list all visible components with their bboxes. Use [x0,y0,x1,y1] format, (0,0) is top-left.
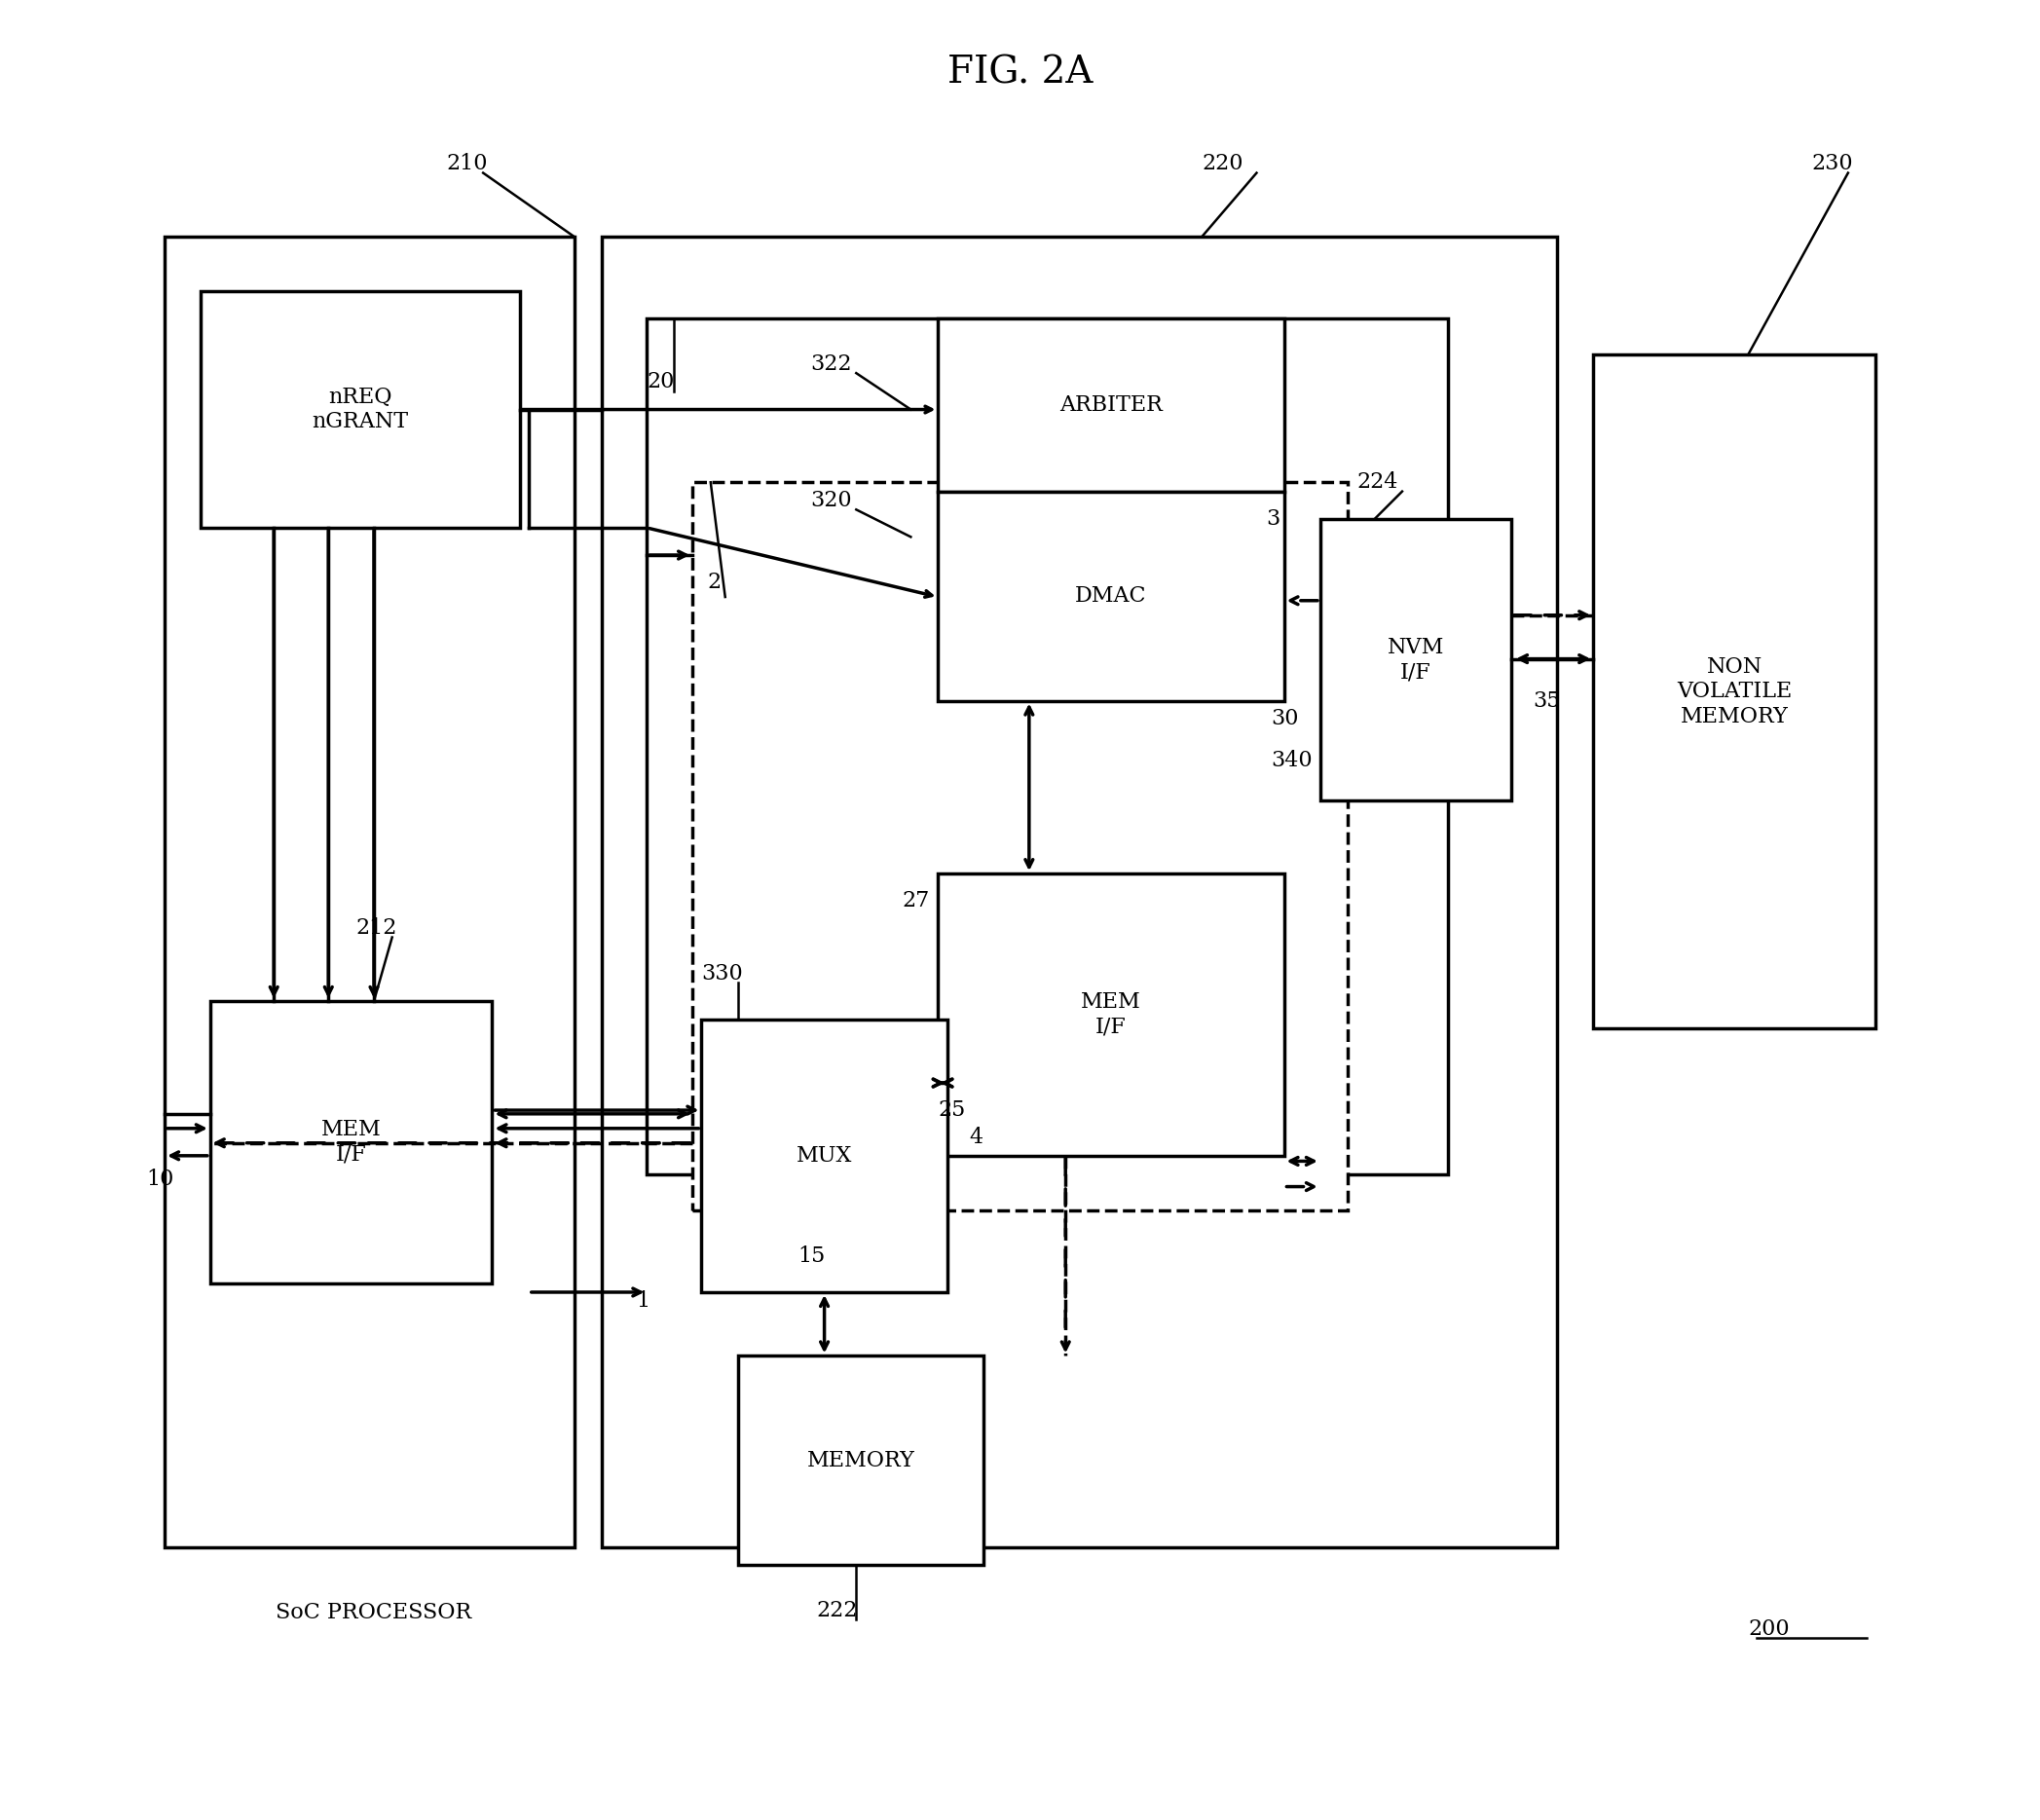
FancyBboxPatch shape [202,291,520,528]
Text: DMAC: DMAC [1075,586,1146,606]
Text: 4: 4 [969,1127,983,1148]
Text: 200: 200 [1748,1618,1789,1640]
FancyBboxPatch shape [1593,355,1875,1028]
Text: NON
VOLATILE
MEMORY: NON VOLATILE MEMORY [1677,657,1791,726]
FancyBboxPatch shape [647,318,1448,1174]
Text: 220: 220 [1202,153,1242,175]
Text: 20: 20 [647,371,675,393]
FancyBboxPatch shape [738,1356,983,1565]
Text: MEMORY: MEMORY [806,1451,914,1471]
Text: 320: 320 [810,490,853,511]
Text: 27: 27 [902,890,928,912]
Text: 222: 222 [816,1600,857,1622]
FancyBboxPatch shape [165,237,573,1547]
Text: 10: 10 [147,1168,173,1190]
Text: MUX: MUX [796,1145,853,1167]
Text: 25: 25 [938,1099,965,1121]
FancyBboxPatch shape [210,1001,492,1283]
Text: FIG. 2A: FIG. 2A [947,55,1093,91]
Text: ARBITER: ARBITER [1059,395,1163,415]
FancyBboxPatch shape [692,482,1348,1210]
Text: MEM
I/F: MEM I/F [320,1119,381,1165]
Text: SoC PROCESSOR: SoC PROCESSOR [275,1602,471,1623]
Text: 35: 35 [1534,690,1561,712]
Text: 210: 210 [447,153,488,175]
Text: 2: 2 [708,571,720,593]
Text: 3: 3 [1265,508,1279,530]
Text: 230: 230 [1812,153,1852,175]
FancyBboxPatch shape [938,491,1283,701]
Text: 1: 1 [636,1290,651,1312]
FancyBboxPatch shape [1320,519,1512,801]
Text: MEM
I/F: MEM I/F [1081,992,1140,1037]
Text: 212: 212 [355,917,398,939]
Text: 30: 30 [1271,708,1299,730]
Text: 340: 340 [1271,750,1312,772]
FancyBboxPatch shape [938,874,1283,1156]
FancyBboxPatch shape [602,237,1557,1547]
Text: 330: 330 [702,963,743,985]
FancyBboxPatch shape [702,1019,947,1292]
Text: 15: 15 [798,1245,826,1267]
Text: 322: 322 [810,353,853,375]
Text: NVM
I/F: NVM I/F [1387,637,1444,682]
Text: 224: 224 [1357,471,1397,493]
FancyBboxPatch shape [938,318,1283,491]
Text: nREQ
nGRANT: nREQ nGRANT [312,386,408,433]
